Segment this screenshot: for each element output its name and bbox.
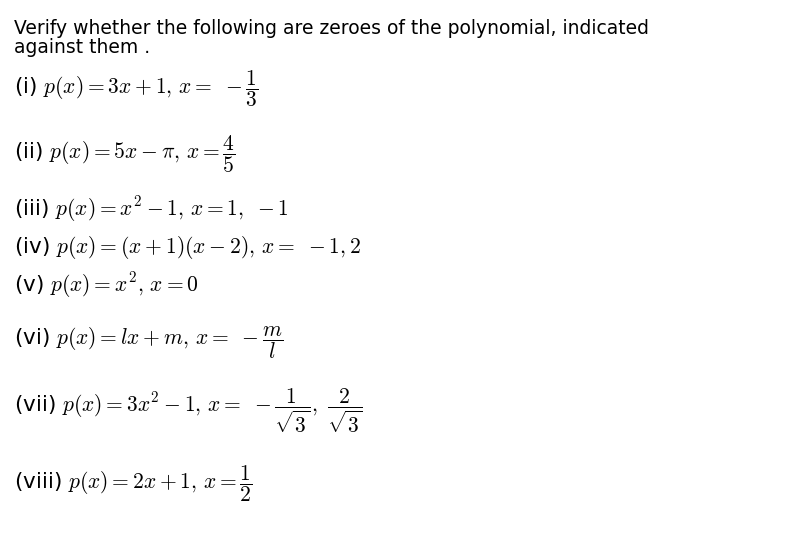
Text: (vi) $p(x) = lx + m,\, x =\ -\dfrac{m}{l}$: (vi) $p(x) = lx + m,\, x =\ -\dfrac{m}{l…: [14, 324, 284, 362]
Text: (i) $p(x) = 3x+1,\, x=\ -\dfrac{1}{3}$: (i) $p(x) = 3x+1,\, x=\ -\dfrac{1}{3}$: [14, 68, 259, 109]
Text: (iii) $p(x) = x^2 - 1,\, x = 1,\ -1$: (iii) $p(x) = x^2 - 1,\, x = 1,\ -1$: [14, 194, 290, 224]
Text: (iv) $p(x) = (x+1)(x-2),\, x =\ -1, 2$: (iv) $p(x) = (x+1)(x-2),\, x =\ -1, 2$: [14, 234, 362, 261]
Text: Verify whether the following are zeroes of the polynomial, indicated: Verify whether the following are zeroes …: [14, 19, 650, 38]
Text: (v) $p(x) = x^2,\, x = 0$: (v) $p(x) = x^2,\, x = 0$: [14, 271, 199, 300]
Text: (vii) $p(x) = 3x^2 - 1,\, x =\ -\dfrac{1}{\sqrt{3}},\ \dfrac{2}{\sqrt{3}}$: (vii) $p(x) = 3x^2 - 1,\, x =\ -\dfrac{1…: [14, 387, 363, 435]
Text: against them .: against them .: [14, 38, 150, 57]
Text: (ii) $p(x) = 5x - \pi,\, x = \dfrac{4}{5}$: (ii) $p(x) = 5x - \pi,\, x = \dfrac{4}{5…: [14, 133, 236, 175]
Text: (viii) $p(x) = 2x + 1,\, x = \dfrac{1}{2}$: (viii) $p(x) = 2x + 1,\, x = \dfrac{1}{2…: [14, 464, 253, 504]
